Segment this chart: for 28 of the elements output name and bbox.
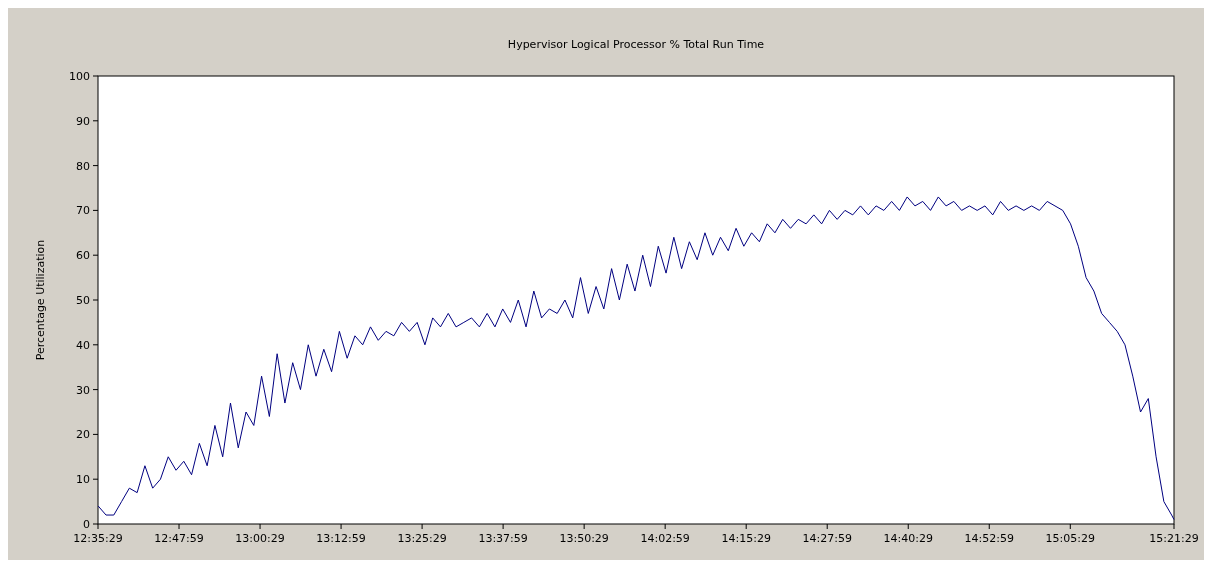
x-tick-label: 13:12:59: [316, 532, 366, 545]
x-tick-label: 12:35:29: [73, 532, 123, 545]
x-tick-label: 14:52:59: [964, 532, 1014, 545]
y-tick-label: 70: [76, 204, 90, 218]
y-tick-label: 90: [76, 114, 90, 128]
y-tick-label: 40: [76, 338, 90, 352]
x-tick-label: 15:05:29: [1045, 532, 1095, 545]
x-tick-label: 13:25:29: [397, 532, 447, 545]
x-tick-label: 13:50:29: [559, 532, 609, 545]
x-tick-label: 14:15:29: [721, 532, 771, 545]
y-tick-label: 100: [69, 70, 90, 83]
x-tick-label: 14:40:29: [883, 532, 933, 545]
y-tick-label: 30: [76, 383, 90, 397]
x-tick-label: 12:47:59: [154, 532, 204, 545]
y-tick-label: 80: [76, 159, 90, 173]
y-tick-label: 20: [76, 428, 90, 442]
y-tick-label: 50: [76, 294, 90, 307]
line-series: [97, 196, 1175, 521]
x-tick-label: 13:37:59: [478, 532, 528, 545]
x-tick-label: 15:21:29: [1149, 532, 1199, 545]
y-tick-label: 60: [76, 249, 90, 263]
y-tick-label: 0: [83, 518, 90, 531]
x-tick-label: 14:27:59: [802, 532, 852, 545]
chart-title: Hypervisor Logical Processor % Total Run Time: [507, 38, 765, 51]
y-tick-label: 10: [76, 473, 90, 487]
x-tick-label: 14:02:59: [640, 532, 690, 545]
y-axis-title: Percentage Utilization: [34, 239, 47, 361]
x-tick-label: 13:00:29: [235, 532, 285, 545]
